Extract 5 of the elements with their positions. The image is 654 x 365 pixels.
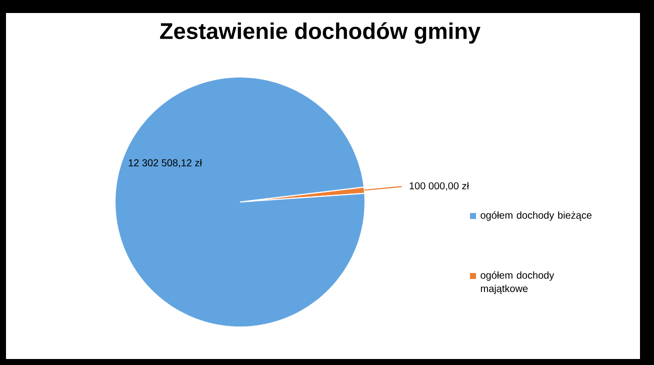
data-label: 100 000,00 zł (410, 182, 469, 191)
data-label: 12 302 508,12 zł (128, 159, 202, 168)
chart-title: Zestawienie dochodów gminy (160, 22, 480, 44)
legend-label: ogółem dochody bieżące (480, 211, 592, 221)
legend-label: ogółem dochody majątkowe (480, 271, 554, 294)
